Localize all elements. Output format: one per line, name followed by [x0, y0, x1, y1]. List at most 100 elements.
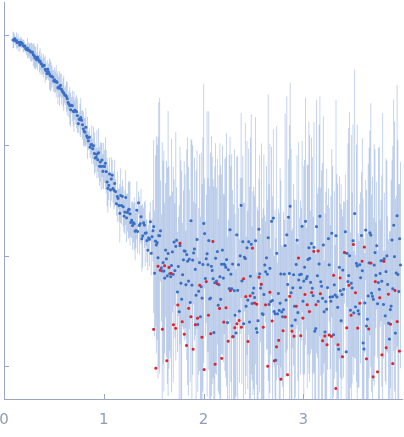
included-point	[228, 228, 232, 232]
included-point	[349, 281, 353, 285]
included-point	[203, 277, 207, 280]
included-point	[277, 308, 281, 312]
included-point	[124, 196, 128, 199]
included-point	[375, 244, 379, 248]
included-point	[92, 144, 95, 148]
included-point	[326, 286, 329, 290]
included-point	[300, 224, 304, 228]
excluded-point	[303, 293, 307, 296]
excluded-point	[321, 339, 325, 343]
included-point	[272, 310, 276, 313]
excluded-point	[176, 303, 180, 307]
included-point	[210, 269, 214, 272]
excluded-point	[215, 282, 219, 286]
excluded-point	[275, 345, 278, 349]
included-point	[318, 214, 322, 218]
included-point	[130, 218, 134, 222]
included-point	[87, 135, 91, 139]
included-point	[181, 273, 185, 277]
included-point	[189, 219, 193, 223]
included-point	[177, 310, 181, 314]
included-point	[176, 265, 180, 268]
excluded-point	[382, 259, 386, 263]
included-point	[101, 169, 105, 173]
included-point	[231, 262, 235, 266]
included-point	[347, 274, 351, 278]
included-point	[92, 152, 96, 155]
included-point	[380, 279, 384, 283]
excluded-point	[163, 264, 167, 268]
included-point	[204, 257, 208, 261]
included-point	[138, 222, 142, 226]
included-point	[216, 303, 220, 307]
included-point	[79, 116, 83, 120]
excluded-point	[327, 333, 331, 337]
included-point	[358, 263, 362, 267]
included-point	[205, 252, 209, 256]
excluded-point	[283, 315, 287, 319]
included-point	[302, 279, 306, 283]
included-point	[354, 261, 358, 265]
included-point	[148, 237, 151, 241]
excluded-point	[299, 334, 303, 338]
included-point	[294, 263, 298, 266]
excluded-point	[340, 355, 344, 359]
included-point	[198, 315, 202, 319]
included-point	[351, 239, 355, 243]
included-point	[256, 319, 260, 323]
included-point	[192, 247, 196, 251]
included-point	[75, 114, 79, 118]
included-point	[103, 161, 107, 165]
included-point	[132, 222, 136, 226]
included-point	[342, 287, 346, 291]
excluded-point	[220, 356, 224, 360]
excluded-point	[231, 335, 235, 339]
excluded-point	[288, 294, 292, 298]
included-point	[361, 341, 365, 345]
included-point	[18, 43, 22, 47]
included-point	[84, 125, 88, 129]
included-point	[153, 271, 157, 275]
excluded-point	[261, 325, 265, 329]
included-point	[174, 244, 178, 248]
included-point	[123, 210, 127, 214]
included-point	[23, 44, 27, 48]
included-point	[282, 272, 286, 276]
included-point	[75, 110, 79, 114]
excluded-point	[224, 306, 228, 310]
included-point	[173, 269, 177, 273]
included-point	[305, 275, 309, 278]
included-point	[194, 293, 198, 297]
excluded-point	[152, 327, 156, 331]
included-point	[254, 327, 258, 331]
included-point	[278, 301, 282, 305]
included-point	[202, 222, 206, 225]
included-point	[337, 265, 341, 269]
included-point	[245, 246, 249, 250]
included-point	[369, 233, 373, 237]
included-point	[286, 283, 290, 286]
included-point	[244, 304, 248, 308]
included-point	[390, 238, 394, 242]
excluded-points	[152, 240, 401, 390]
included-point	[193, 267, 197, 271]
included-point	[396, 273, 400, 276]
included-point	[283, 244, 287, 248]
included-point	[196, 323, 200, 326]
excluded-point	[376, 370, 379, 374]
included-point	[332, 283, 336, 287]
included-point	[80, 118, 84, 122]
included-point	[243, 257, 247, 261]
included-point	[140, 237, 144, 241]
included-point	[301, 299, 305, 303]
included-point	[104, 170, 108, 174]
excluded-point	[182, 332, 186, 336]
included-point	[178, 244, 182, 248]
included-point	[268, 266, 272, 270]
included-point	[81, 127, 85, 131]
included-point	[59, 83, 62, 87]
included-point	[170, 264, 173, 267]
included-point	[172, 240, 176, 244]
included-point	[270, 299, 274, 302]
